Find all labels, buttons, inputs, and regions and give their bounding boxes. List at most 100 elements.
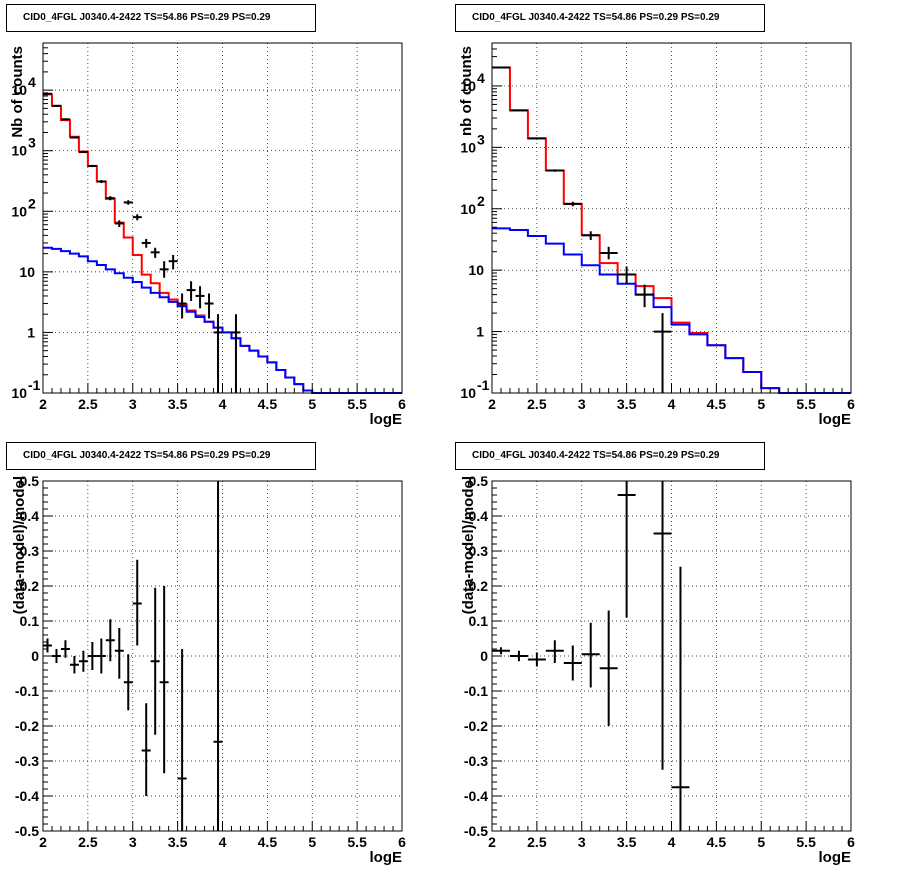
chart-title-box: CID0_4FGL J0340.4-2422 TS=54.86 PS=0.29 … <box>455 4 765 32</box>
y-tick-label: 0.1 <box>469 613 489 629</box>
data-point <box>509 650 528 662</box>
data-point <box>159 261 169 278</box>
data-point <box>671 566 690 831</box>
x-tick-label: 4 <box>668 834 676 850</box>
x-tick-label: 6 <box>398 834 406 850</box>
x-tick-label: 4 <box>668 396 676 412</box>
y-tick-label: 0.3 <box>20 543 40 559</box>
x-axis-title: logE <box>370 411 403 428</box>
data-point <box>43 638 52 653</box>
y-tick-label: 10 <box>460 78 476 94</box>
data-point <box>168 254 178 270</box>
x-tick-label: 5 <box>757 834 765 850</box>
data-point <box>78 151 88 154</box>
data-point <box>105 619 115 662</box>
chart-title-box: CID0_4FGL J0340.4-2422 TS=54.86 PS=0.29 … <box>6 4 316 32</box>
x-tick-label: 2.5 <box>527 834 547 850</box>
y-tick-label: 0 <box>31 648 39 664</box>
data-point <box>204 293 214 319</box>
y-tick-exponent: 3 <box>477 131 485 147</box>
y-tick-label: -0.4 <box>15 788 39 804</box>
y-tick-label: 10 <box>11 143 27 159</box>
x-axis-title: logE <box>370 849 403 866</box>
data-point <box>69 656 79 674</box>
data-point <box>69 136 79 139</box>
chart-svg-4: 2 2.5 3 3.5 4 4.5 5 5.5 6 -0.5 -0.4 -0.3 -0.2 -0.1 0 0.… <box>460 473 855 866</box>
x-tick-label: 3.5 <box>168 834 188 850</box>
y-tick-exponent: 3 <box>28 135 36 151</box>
x-tick-label: 3 <box>129 396 137 412</box>
x-tick-label: 2.5 <box>78 396 98 412</box>
data-point <box>231 314 241 393</box>
y-tick-label: 10 <box>11 203 27 219</box>
y-tick-label: 0.5 <box>20 473 40 489</box>
data-point <box>141 703 151 796</box>
chart-title: CID0_4FGL J0340.4-2422 TS=54.86 PS=0.29 … <box>23 450 271 461</box>
chart-pad-2: 2 2.5 3 3.5 4 4.5 5 5.5 6 10 -1 1 10 10 2 10 3 10 4 logE nb … <box>449 0 898 437</box>
data-point <box>527 652 546 667</box>
data-point <box>581 231 600 240</box>
x-axis-title: logE <box>819 411 852 428</box>
y-tick-exponent: 2 <box>477 193 485 209</box>
y-tick-label: -0.3 <box>464 753 488 769</box>
y-tick-label: 0.4 <box>20 508 40 524</box>
y-tick-label: 0.5 <box>469 473 489 489</box>
y-tick-label: -0.5 <box>464 823 488 839</box>
data-point <box>51 649 61 663</box>
y-tick-label: -0.2 <box>464 718 488 734</box>
x-tick-label: 4 <box>219 396 227 412</box>
data-point <box>195 286 205 309</box>
x-tick-label: 5.5 <box>347 834 367 850</box>
y-tick-exponent: 2 <box>28 195 36 211</box>
y-tick-label: -0.1 <box>464 683 488 699</box>
data-point <box>492 647 510 655</box>
y-tick-label: 0.4 <box>469 508 489 524</box>
x-tick-label: 2 <box>39 834 47 850</box>
data-point <box>563 201 582 207</box>
data-point <box>123 200 133 205</box>
data-point <box>213 481 223 831</box>
data-point <box>653 481 672 770</box>
y-tick-exponent: 4 <box>477 70 485 86</box>
data-point <box>114 628 124 679</box>
data-point <box>123 654 133 711</box>
x-tick-label: 4.5 <box>258 396 278 412</box>
data-point <box>114 220 124 228</box>
data-point <box>87 164 97 168</box>
data-point <box>653 313 672 393</box>
y-tick-label: 10 <box>11 82 27 98</box>
x-tick-label: 5.5 <box>796 396 816 412</box>
y-tick-label: -0.3 <box>15 753 39 769</box>
data-point <box>599 246 618 260</box>
chart-title: CID0_4FGL J0340.4-2422 TS=54.86 PS=0.29 … <box>472 450 720 461</box>
y-tick-label: 10 <box>468 262 484 278</box>
y-tick-label: 10 <box>19 264 35 280</box>
y-tick-label: 0.2 <box>20 578 40 594</box>
x-tick-label: 5.5 <box>796 834 816 850</box>
data-point <box>150 247 160 258</box>
x-tick-label: 2 <box>488 396 496 412</box>
data-point <box>213 314 223 393</box>
y-tick-label: 0.3 <box>469 543 489 559</box>
x-tick-label: 4.5 <box>258 834 278 850</box>
data-point <box>150 587 160 735</box>
data-point <box>509 109 528 112</box>
y-axis-title: nb of counts <box>458 46 475 136</box>
x-tick-label: 3.5 <box>617 834 637 850</box>
data-point <box>617 481 636 618</box>
series-step-1 <box>492 227 851 394</box>
x-tick-label: 5 <box>757 396 765 412</box>
y-tick-label: 0 <box>480 648 488 664</box>
data-point <box>159 586 169 774</box>
data-point <box>87 642 97 670</box>
chart-pad-4: 2 2.5 3 3.5 4 4.5 5 5.5 6 -0.5 -0.4 -0.3 -0.2 -0.1 0 0.… <box>449 438 898 875</box>
x-tick-label: 5.5 <box>347 396 367 412</box>
x-tick-label: 6 <box>847 834 855 850</box>
chart-pad-3: 2 2.5 3 3.5 4 4.5 5 5.5 6 -0.5 -0.4 -0.3 -0.2 -0.1 0 0.… <box>0 438 449 875</box>
chart-title-box: CID0_4FGL J0340.4-2422 TS=54.86 PS=0.29 … <box>455 442 765 470</box>
series-step-0 <box>492 66 851 394</box>
y-tick-label: 10 <box>11 385 27 401</box>
x-tick-label: 4.5 <box>707 834 727 850</box>
data-point <box>96 180 106 184</box>
